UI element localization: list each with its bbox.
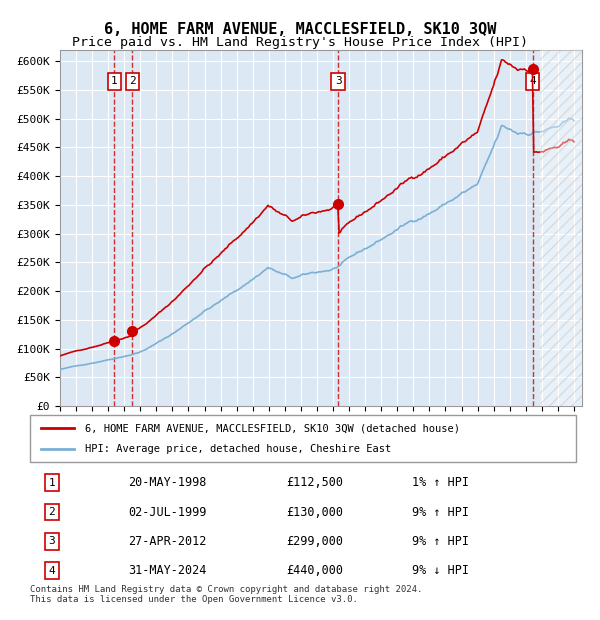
Text: 9% ↑ HPI: 9% ↑ HPI bbox=[412, 535, 469, 548]
Text: HPI: Average price, detached house, Cheshire East: HPI: Average price, detached house, Ches… bbox=[85, 444, 391, 454]
Text: 2: 2 bbox=[129, 76, 136, 86]
Bar bbox=[540, 50, 582, 406]
Text: 9% ↑ HPI: 9% ↑ HPI bbox=[412, 505, 469, 518]
FancyBboxPatch shape bbox=[30, 415, 576, 462]
Text: 4: 4 bbox=[529, 76, 536, 86]
Text: £440,000: £440,000 bbox=[287, 564, 344, 577]
Text: 9% ↓ HPI: 9% ↓ HPI bbox=[412, 564, 469, 577]
Text: 20-MAY-1998: 20-MAY-1998 bbox=[128, 476, 206, 489]
Text: 4: 4 bbox=[49, 565, 55, 576]
Text: 3: 3 bbox=[335, 76, 341, 86]
Text: 1: 1 bbox=[49, 478, 55, 488]
Text: £299,000: £299,000 bbox=[287, 535, 344, 548]
Text: 1: 1 bbox=[111, 76, 118, 86]
Text: £112,500: £112,500 bbox=[287, 476, 344, 489]
Text: 02-JUL-1999: 02-JUL-1999 bbox=[128, 505, 206, 518]
Text: 31-MAY-2024: 31-MAY-2024 bbox=[128, 564, 206, 577]
Text: 1% ↑ HPI: 1% ↑ HPI bbox=[412, 476, 469, 489]
Text: 27-APR-2012: 27-APR-2012 bbox=[128, 535, 206, 548]
Text: 6, HOME FARM AVENUE, MACCLESFIELD, SK10 3QW (detached house): 6, HOME FARM AVENUE, MACCLESFIELD, SK10 … bbox=[85, 423, 460, 433]
Text: 2: 2 bbox=[49, 507, 55, 517]
Text: £130,000: £130,000 bbox=[287, 505, 344, 518]
Text: 6, HOME FARM AVENUE, MACCLESFIELD, SK10 3QW: 6, HOME FARM AVENUE, MACCLESFIELD, SK10 … bbox=[104, 22, 496, 37]
Text: Price paid vs. HM Land Registry's House Price Index (HPI): Price paid vs. HM Land Registry's House … bbox=[72, 36, 528, 49]
Text: 3: 3 bbox=[49, 536, 55, 546]
Text: Contains HM Land Registry data © Crown copyright and database right 2024.
This d: Contains HM Land Registry data © Crown c… bbox=[30, 585, 422, 604]
